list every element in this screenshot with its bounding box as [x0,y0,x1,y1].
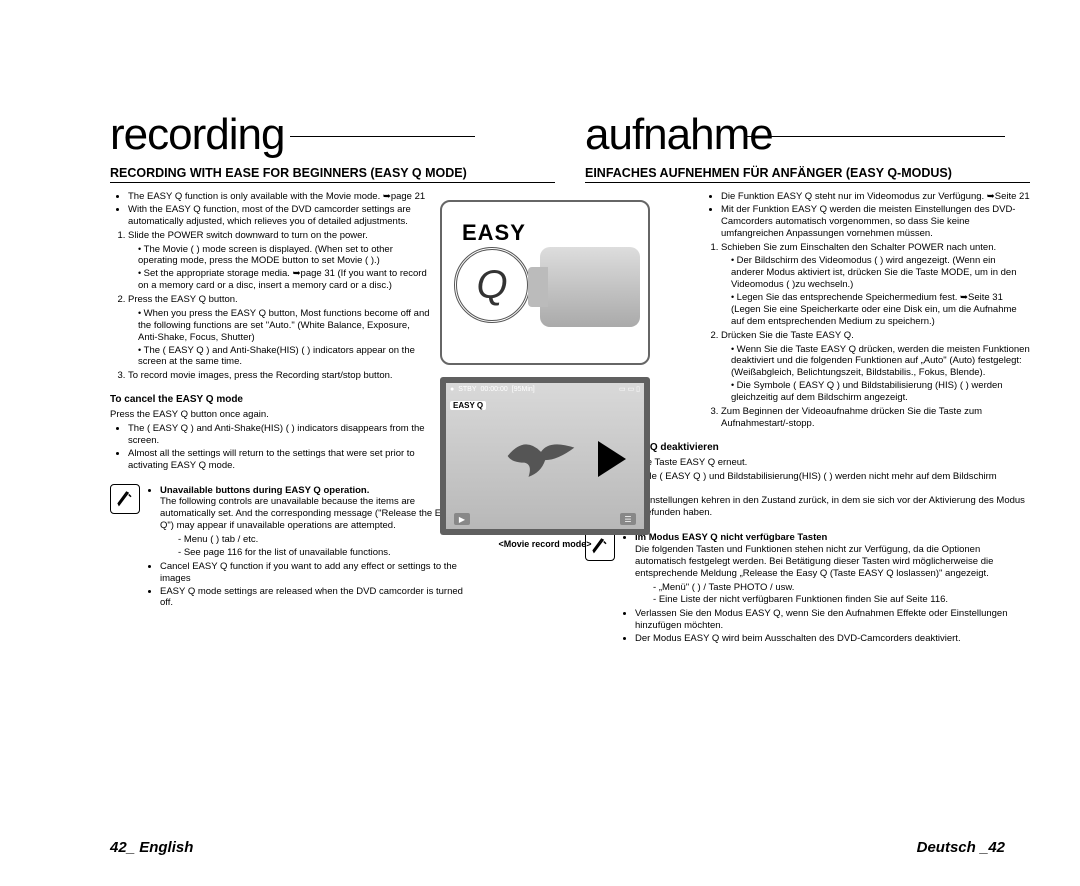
cancel-bullet: The ( EASY Q ) and Anti-Shake(HIS) ( ) i… [128,423,430,447]
note-item: Unavailable buttons during EASY Q operat… [160,485,468,559]
step: Slide the POWER switch downward to turn … [128,230,430,292]
section-subtitle-left: RECORDING WITH EASE FOR BEGINNERS (EASY … [110,166,555,183]
note-item: Der Modus EASY Q wird beim Ausschalten d… [635,633,1030,645]
center-illustration: EASY Q ● STBY 00:00:00 [95Min] ▭ ▭ ▯ EAS… [440,200,650,549]
note-item: Cancel EASY Q function if you want to ad… [160,561,468,585]
bird-graphic [496,431,586,481]
substep: The Movie ( ) mode screen is displayed. … [138,244,430,268]
substep: The ( EASY Q ) and Anti-Shake(HIS) ( ) i… [138,345,430,369]
substep: Die Symbole ( EASY Q ) und Bildstabilisi… [731,380,1030,404]
stby-label: STBY [458,386,476,393]
cancel-line: Press the EASY Q button once again. [110,409,269,420]
time-label: 00:00:00 [481,386,508,393]
substep: Set the appropriate storage media. ➥page… [138,268,430,292]
easyq-tag: EASY Q [450,401,486,410]
camcorder-icon [540,247,640,327]
step: Press the EASY Q button. When you press … [128,294,430,368]
note-icon [110,484,140,514]
lcd-preview: ● STBY 00:00:00 [95Min] ▭ ▭ ▯ EASY Q ▶ ☰ [440,377,650,535]
lcd-caption: <Movie record mode> [440,539,650,549]
step: Drücken Sie die Taste EASY Q. Wenn Sie d… [721,330,1030,404]
footer-right: Deutsch _42 [917,839,1005,856]
intro-bullet: The EASY Q function is only available wi… [128,191,430,203]
cancel-bullet: Fast alle Einstellungen kehren in den Zu… [603,495,1030,519]
substep: When you press the EASY Q button, Most f… [138,308,430,344]
easy-label: EASY [462,220,526,246]
step: Zum Beginnen der Videoaufnahme drücken S… [721,406,1030,430]
note-dash: „Menü" ( ) / Taste PHOTO / usw. [653,582,1030,594]
easy-at-circle: Q [454,247,530,323]
note-dash: See page 116 for the list of unavailable… [178,547,468,559]
step: To record movie images, press the Record… [128,370,430,382]
page-title-left: recording [110,110,555,160]
play-triangle-icon [598,441,626,477]
substep: Der Bildschirm des Videomodus ( ) wird a… [731,255,1030,291]
note-item: Im Modus EASY Q nicht verfügbare Tasten … [635,532,1030,606]
substep: Legen Sie das entsprechende Speichermedi… [731,292,1030,328]
play-icon: ▶ [454,513,470,525]
rec-icon: ● [450,386,454,393]
footer-left: 42_ English [110,839,193,856]
substep: Wenn Sie die Taste EASY Q drücken, werde… [731,344,1030,380]
section-subtitle-right: EINFACHES AUFNEHMEN FÜR ANFÄNGER (EASY Q… [585,166,1030,183]
page-title-right: aufnahme [585,110,1030,160]
duration-label: [95Min] [512,386,535,393]
note-item: Verlassen Sie den Modus EASY Q, wenn Sie… [635,608,1030,632]
cancel-heading-right: Modus EASY Q deaktivieren [585,442,1030,453]
menu-icon: ☰ [620,513,636,525]
step: Schieben Sie zum Einschalten den Schalte… [721,242,1030,328]
note-item: EASY Q mode settings are released when t… [160,586,468,610]
note-dash: Eine Liste der nicht verfügbaren Funktio… [653,594,1030,606]
intro-bullet: Mit der Funktion EASY Q werden die meist… [721,204,1030,240]
cancel-bullet: Almost all the settings will return to t… [128,448,430,472]
intro-bullet: Die Funktion EASY Q steht nur im Videomo… [721,191,1030,203]
easy-q-diagram: EASY Q [440,200,650,365]
cancel-bullet: Die Symbole ( EASY Q ) und Bildstabilisi… [603,471,1030,495]
card-icon: ▭ ▭ ▯ [619,385,640,393]
note-dash: Menu ( ) tab / etc. [178,534,468,546]
intro-bullet: With the EASY Q function, most of the DV… [128,204,430,228]
